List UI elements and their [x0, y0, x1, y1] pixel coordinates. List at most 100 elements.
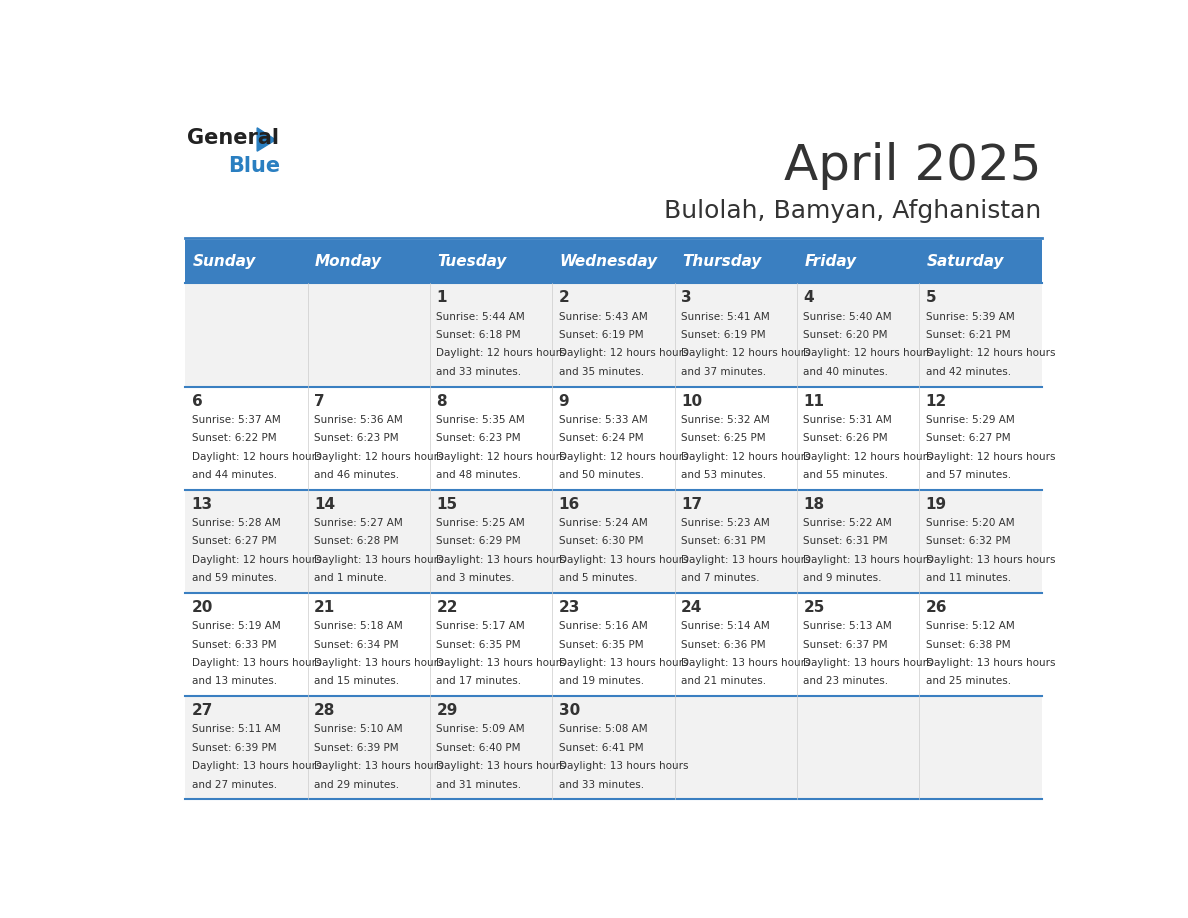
FancyBboxPatch shape: [185, 386, 1042, 489]
Text: 9: 9: [558, 394, 569, 409]
Text: Sunrise: 5:39 AM: Sunrise: 5:39 AM: [925, 311, 1015, 321]
Text: Daylight: 12 hours hours: Daylight: 12 hours hours: [925, 348, 1055, 358]
Text: 30: 30: [558, 703, 580, 718]
Text: Daylight: 12 hours hours: Daylight: 12 hours hours: [191, 452, 321, 462]
Text: Sunset: 6:31 PM: Sunset: 6:31 PM: [681, 536, 766, 546]
Text: Daylight: 12 hours hours: Daylight: 12 hours hours: [558, 452, 688, 462]
Text: Sunset: 6:21 PM: Sunset: 6:21 PM: [925, 330, 1010, 340]
Text: Daylight: 13 hours hours: Daylight: 13 hours hours: [314, 658, 443, 668]
Text: Daylight: 13 hours hours: Daylight: 13 hours hours: [558, 554, 688, 565]
Text: and 50 minutes.: and 50 minutes.: [558, 470, 644, 480]
Text: Sunrise: 5:28 AM: Sunrise: 5:28 AM: [191, 518, 280, 528]
Text: and 17 minutes.: and 17 minutes.: [436, 677, 522, 687]
Text: Daylight: 13 hours hours: Daylight: 13 hours hours: [436, 658, 565, 668]
Text: and 46 minutes.: and 46 minutes.: [314, 470, 399, 480]
Text: Sunset: 6:41 PM: Sunset: 6:41 PM: [558, 743, 644, 753]
Text: Sunrise: 5:22 AM: Sunrise: 5:22 AM: [803, 518, 892, 528]
Text: 5: 5: [925, 290, 936, 306]
Text: Sunset: 6:20 PM: Sunset: 6:20 PM: [803, 330, 887, 340]
Text: 29: 29: [436, 703, 457, 718]
Text: Sunset: 6:30 PM: Sunset: 6:30 PM: [558, 536, 643, 546]
Text: Sunset: 6:40 PM: Sunset: 6:40 PM: [436, 743, 520, 753]
Text: 7: 7: [314, 394, 324, 409]
Text: and 31 minutes.: and 31 minutes.: [436, 779, 522, 789]
Text: General: General: [188, 128, 279, 148]
FancyBboxPatch shape: [185, 240, 1042, 284]
Text: 1: 1: [436, 290, 447, 306]
Text: and 40 minutes.: and 40 minutes.: [803, 367, 889, 376]
Text: Sunset: 6:29 PM: Sunset: 6:29 PM: [436, 536, 522, 546]
Text: Sunrise: 5:24 AM: Sunrise: 5:24 AM: [558, 518, 647, 528]
Text: Sunset: 6:37 PM: Sunset: 6:37 PM: [803, 640, 887, 650]
Text: Daylight: 12 hours hours: Daylight: 12 hours hours: [436, 348, 565, 358]
Text: 23: 23: [558, 600, 580, 615]
Text: and 15 minutes.: and 15 minutes.: [314, 677, 399, 687]
Text: Sunset: 6:27 PM: Sunset: 6:27 PM: [925, 433, 1010, 443]
Text: Daylight: 12 hours hours: Daylight: 12 hours hours: [436, 452, 565, 462]
Text: and 23 minutes.: and 23 minutes.: [803, 677, 889, 687]
Text: Sunset: 6:19 PM: Sunset: 6:19 PM: [681, 330, 766, 340]
Text: Sunrise: 5:44 AM: Sunrise: 5:44 AM: [436, 311, 525, 321]
Text: Sunset: 6:35 PM: Sunset: 6:35 PM: [436, 640, 522, 650]
Text: and 59 minutes.: and 59 minutes.: [191, 573, 277, 583]
Text: 20: 20: [191, 600, 213, 615]
Text: and 44 minutes.: and 44 minutes.: [191, 470, 277, 480]
Text: and 21 minutes.: and 21 minutes.: [681, 677, 766, 687]
Text: Blue: Blue: [228, 156, 280, 176]
Text: April 2025: April 2025: [784, 142, 1042, 190]
Text: 6: 6: [191, 394, 202, 409]
Text: Sunset: 6:23 PM: Sunset: 6:23 PM: [436, 433, 522, 443]
Text: and 35 minutes.: and 35 minutes.: [558, 367, 644, 376]
Text: Sunrise: 5:43 AM: Sunrise: 5:43 AM: [558, 311, 647, 321]
FancyBboxPatch shape: [185, 284, 1042, 386]
Text: Sunrise: 5:11 AM: Sunrise: 5:11 AM: [191, 724, 280, 734]
Text: Sunrise: 5:33 AM: Sunrise: 5:33 AM: [558, 415, 647, 425]
Text: 25: 25: [803, 600, 824, 615]
Text: Sunset: 6:39 PM: Sunset: 6:39 PM: [314, 743, 399, 753]
Text: Daylight: 12 hours hours: Daylight: 12 hours hours: [681, 348, 810, 358]
Text: and 7 minutes.: and 7 minutes.: [681, 573, 759, 583]
Text: 27: 27: [191, 703, 213, 718]
Text: and 53 minutes.: and 53 minutes.: [681, 470, 766, 480]
Text: and 3 minutes.: and 3 minutes.: [436, 573, 514, 583]
Text: Daylight: 12 hours hours: Daylight: 12 hours hours: [681, 452, 810, 462]
Polygon shape: [257, 128, 276, 151]
Text: Sunset: 6:19 PM: Sunset: 6:19 PM: [558, 330, 644, 340]
Text: Daylight: 13 hours hours: Daylight: 13 hours hours: [803, 658, 933, 668]
Text: 8: 8: [436, 394, 447, 409]
Text: and 33 minutes.: and 33 minutes.: [558, 779, 644, 789]
Text: and 5 minutes.: and 5 minutes.: [558, 573, 637, 583]
Text: Sunrise: 5:08 AM: Sunrise: 5:08 AM: [558, 724, 647, 734]
Text: Sunrise: 5:20 AM: Sunrise: 5:20 AM: [925, 518, 1015, 528]
Text: Sunset: 6:28 PM: Sunset: 6:28 PM: [314, 536, 399, 546]
Text: Sunset: 6:26 PM: Sunset: 6:26 PM: [803, 433, 887, 443]
Text: Daylight: 13 hours hours: Daylight: 13 hours hours: [314, 554, 443, 565]
Text: and 11 minutes.: and 11 minutes.: [925, 573, 1011, 583]
Text: and 13 minutes.: and 13 minutes.: [191, 677, 277, 687]
Text: 3: 3: [681, 290, 691, 306]
Text: Sunrise: 5:14 AM: Sunrise: 5:14 AM: [681, 621, 770, 632]
Text: Sunset: 6:32 PM: Sunset: 6:32 PM: [925, 536, 1010, 546]
Text: Sunset: 6:23 PM: Sunset: 6:23 PM: [314, 433, 399, 443]
Text: Daylight: 13 hours hours: Daylight: 13 hours hours: [314, 761, 443, 771]
Text: 2: 2: [558, 290, 569, 306]
Text: 22: 22: [436, 600, 457, 615]
Text: 17: 17: [681, 497, 702, 512]
Text: Sunrise: 5:36 AM: Sunrise: 5:36 AM: [314, 415, 403, 425]
Text: Bulolah, Bamyan, Afghanistan: Bulolah, Bamyan, Afghanistan: [664, 198, 1042, 222]
Text: Daylight: 13 hours hours: Daylight: 13 hours hours: [191, 761, 321, 771]
Text: Daylight: 13 hours hours: Daylight: 13 hours hours: [925, 658, 1055, 668]
Text: Daylight: 13 hours hours: Daylight: 13 hours hours: [436, 554, 565, 565]
Text: Sunset: 6:33 PM: Sunset: 6:33 PM: [191, 640, 277, 650]
Text: Daylight: 12 hours hours: Daylight: 12 hours hours: [191, 554, 321, 565]
Text: Sunset: 6:27 PM: Sunset: 6:27 PM: [191, 536, 277, 546]
Text: Sunrise: 5:32 AM: Sunrise: 5:32 AM: [681, 415, 770, 425]
FancyBboxPatch shape: [185, 696, 1042, 800]
Text: Sunrise: 5:23 AM: Sunrise: 5:23 AM: [681, 518, 770, 528]
Text: 24: 24: [681, 600, 702, 615]
Text: and 57 minutes.: and 57 minutes.: [925, 470, 1011, 480]
Text: Sunset: 6:38 PM: Sunset: 6:38 PM: [925, 640, 1010, 650]
Text: Sunset: 6:24 PM: Sunset: 6:24 PM: [558, 433, 644, 443]
Text: Daylight: 13 hours hours: Daylight: 13 hours hours: [803, 554, 933, 565]
Text: Sunrise: 5:35 AM: Sunrise: 5:35 AM: [436, 415, 525, 425]
